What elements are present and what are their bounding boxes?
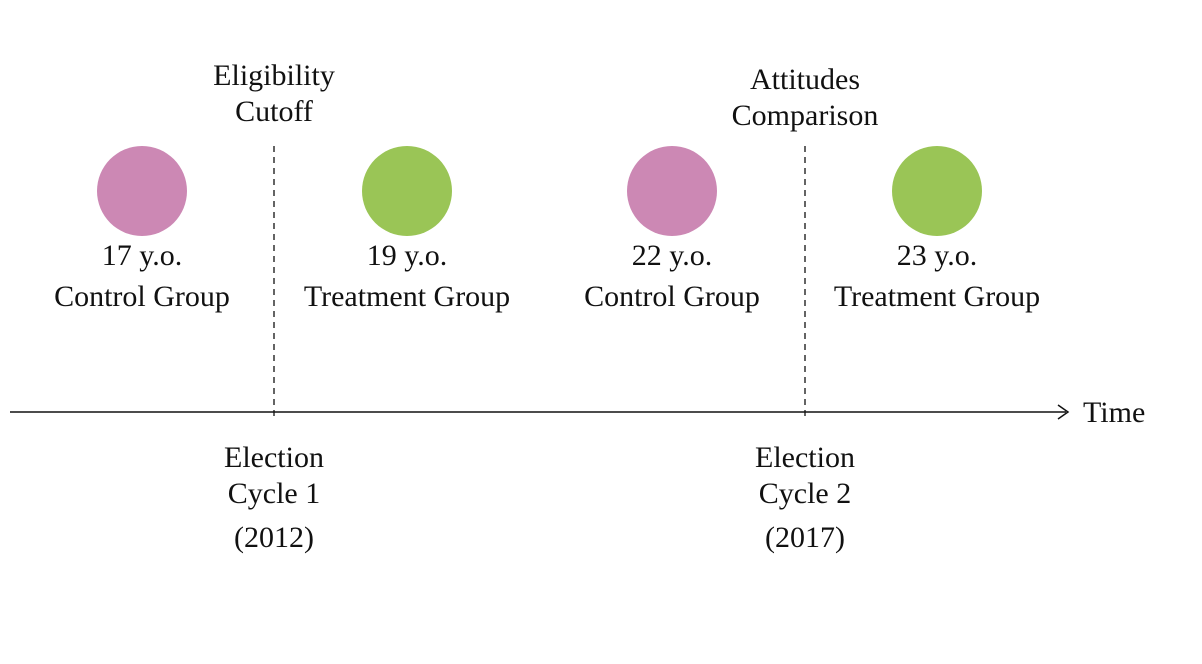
group-label-3: 22 y.o. Control Group bbox=[584, 238, 760, 315]
election-cycle-1-line-3: (2012) bbox=[234, 521, 314, 554]
group-age: 23 y.o. bbox=[896, 239, 978, 272]
group-name: Treatment Group bbox=[833, 280, 1041, 313]
attitudes-comparison-line-1: Attitudes bbox=[749, 63, 860, 96]
group-circle-treatment-1 bbox=[362, 146, 452, 236]
election-cycle-2-label: Election Cycle 2 (2017) bbox=[755, 440, 855, 556]
group-name: Control Group bbox=[584, 280, 760, 313]
group-age: 19 y.o. bbox=[366, 239, 448, 272]
election-cycle-1-line-2: Cycle 1 bbox=[227, 477, 321, 510]
eligibility-cutoff-line-2: Cutoff bbox=[235, 95, 313, 128]
attitudes-comparison-label: Attitudes Comparison bbox=[732, 62, 879, 134]
election-cycle-2-line-2: Cycle 2 bbox=[758, 477, 852, 510]
election-cycle-2-line-1: Election bbox=[755, 441, 855, 474]
group-age: 22 y.o. bbox=[631, 239, 713, 272]
eligibility-cutoff-line-1: Eligibility bbox=[213, 59, 335, 92]
group-label-2: 19 y.o. Treatment Group bbox=[304, 238, 510, 315]
group-label-4: 23 y.o. Treatment Group bbox=[834, 238, 1040, 315]
group-name: Treatment Group bbox=[303, 280, 511, 313]
attitudes-comparison-line-2: Comparison bbox=[731, 99, 879, 132]
time-axis-arrowhead bbox=[1057, 404, 1070, 420]
election-cycle-1-label: Election Cycle 1 (2012) bbox=[224, 440, 324, 556]
group-name: Control Group bbox=[54, 280, 230, 313]
group-circle-treatment-2 bbox=[892, 146, 982, 236]
time-axis-label: Time bbox=[1083, 396, 1146, 429]
election-cycle-1-line-1: Election bbox=[224, 441, 324, 474]
group-age: 17 y.o. bbox=[101, 239, 183, 272]
group-circle-control-2 bbox=[627, 146, 717, 236]
election-cycle-2-line-3: (2017) bbox=[765, 521, 845, 554]
group-circle-control-1 bbox=[97, 146, 187, 236]
eligibility-cutoff-label: Eligibility Cutoff bbox=[213, 58, 335, 130]
group-label-1: 17 y.o. Control Group bbox=[54, 238, 230, 315]
